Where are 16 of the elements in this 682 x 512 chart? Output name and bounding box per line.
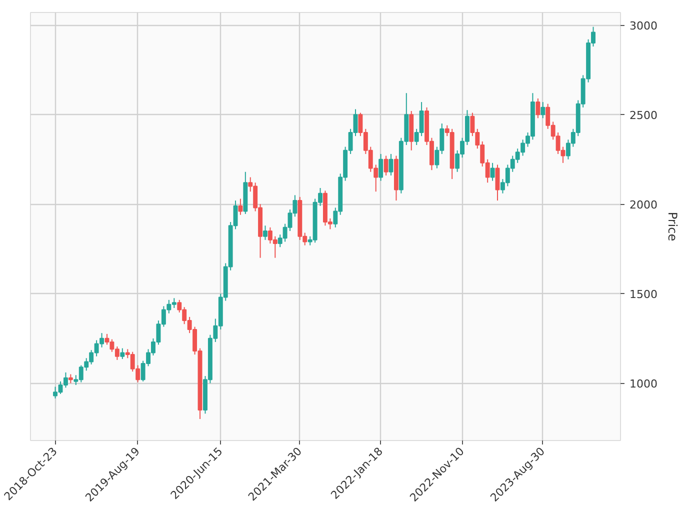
candlestick xyxy=(378,153,384,182)
y-tick-label: 2000 xyxy=(630,198,658,212)
candlestick xyxy=(495,164,500,202)
candlestick xyxy=(263,225,268,240)
y-tick-label: 1500 xyxy=(630,288,658,302)
y-tick-label: 2500 xyxy=(630,109,658,122)
candlestick xyxy=(384,155,388,176)
y-axis-title: Price xyxy=(665,212,680,242)
candlestick xyxy=(536,98,540,119)
candlestick xyxy=(540,102,546,119)
y-tick-label: 1000 xyxy=(630,378,658,391)
candlestick xyxy=(120,348,125,360)
candlestick xyxy=(238,198,243,216)
y-tick-label: 3000 xyxy=(630,20,658,33)
candlestick xyxy=(388,153,394,176)
candlestick xyxy=(490,162,495,182)
